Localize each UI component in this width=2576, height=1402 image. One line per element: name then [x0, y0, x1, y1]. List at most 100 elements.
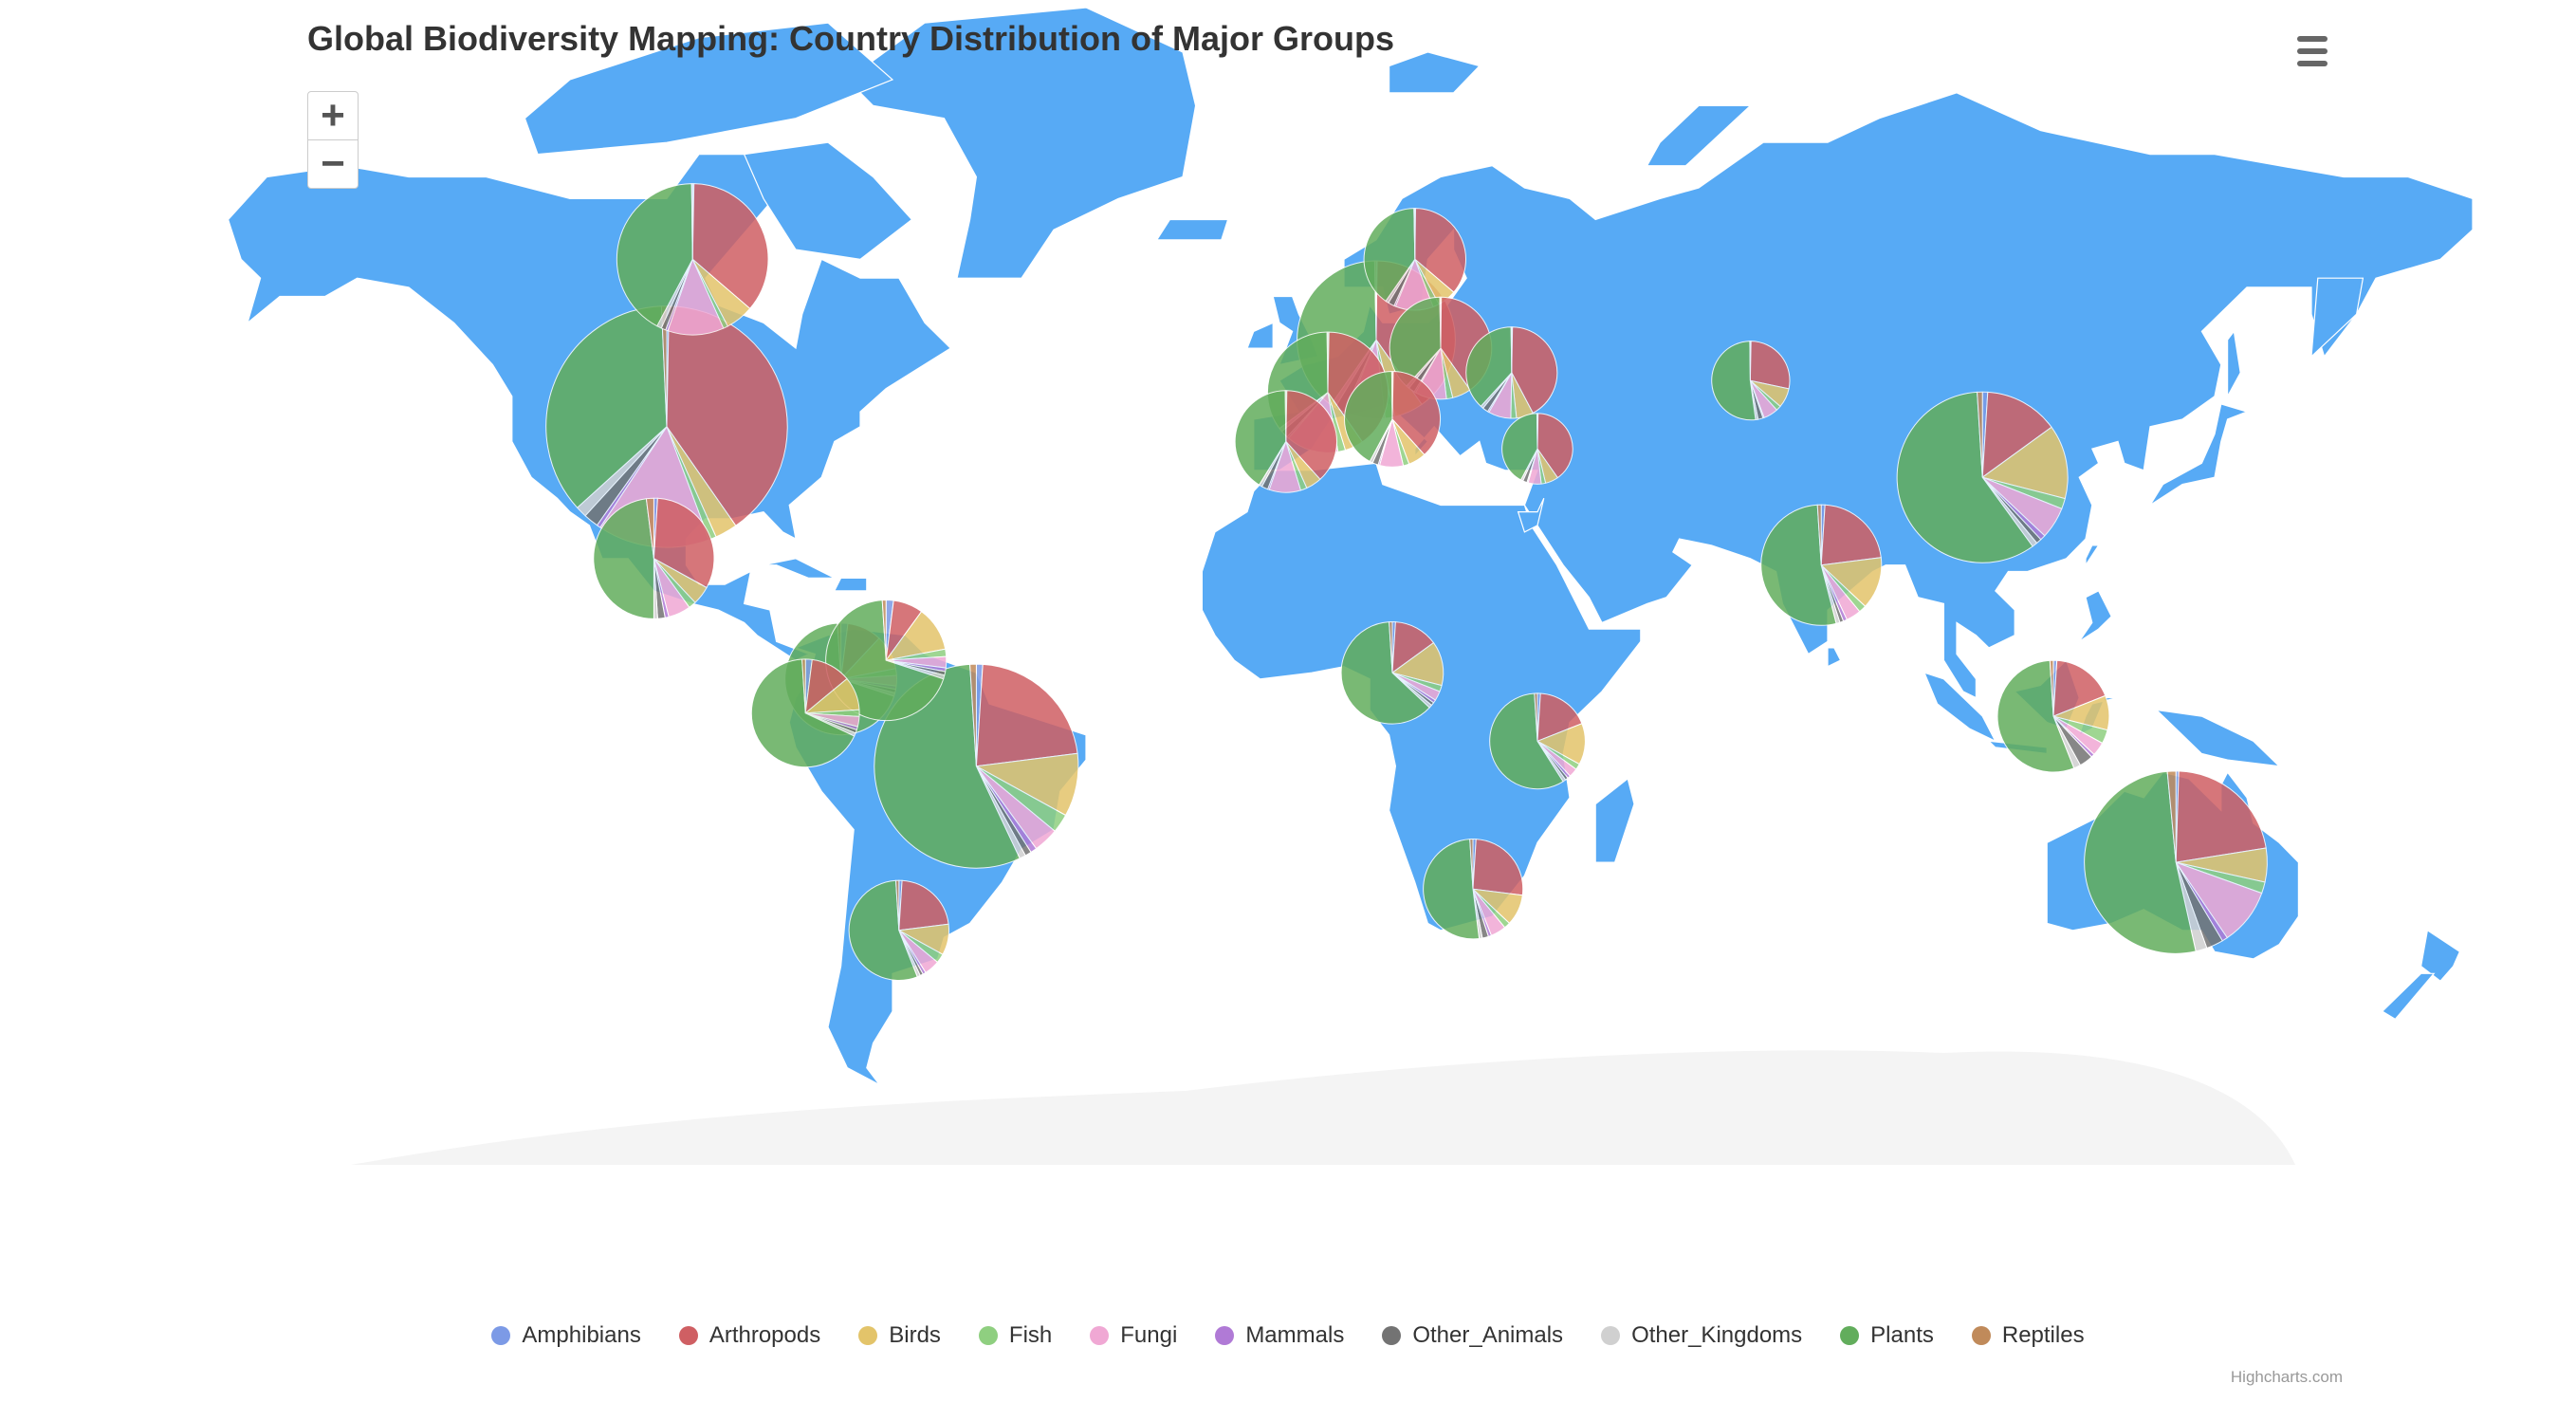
pie-slice-plants[interactable]	[1896, 391, 2033, 563]
pie-ecuador[interactable]	[750, 658, 860, 768]
pie-slice-arthropods[interactable]	[1536, 692, 1583, 743]
zoom-out-button[interactable]: −	[308, 139, 358, 188]
pie-slice-arthropods[interactable]	[1414, 208, 1466, 293]
pie-slice-fungi[interactable]	[667, 257, 725, 336]
pie-slice-reptiles[interactable]	[801, 658, 806, 713]
pie-slice-reptiles[interactable]	[1534, 692, 1538, 742]
land-new-zealand-s[interactable]	[2381, 972, 2436, 1021]
pie-slice-birds[interactable]	[1820, 557, 1883, 607]
legend-item-amphibians[interactable]: Amphibians	[491, 1322, 641, 1349]
land-sakhalin[interactable]	[2227, 329, 2241, 397]
land-baffin[interactable]	[743, 141, 913, 260]
pie-argentina[interactable]	[848, 879, 950, 981]
pie-mexico[interactable]	[593, 497, 715, 619]
pie-slice-plants[interactable]	[1501, 413, 1538, 481]
land-arctic-islands[interactable]	[524, 22, 894, 156]
pie-slice-reptiles[interactable]	[1390, 370, 1393, 420]
pie-slice-reptiles[interactable]	[1749, 341, 1751, 381]
pie-kazakhstan[interactable]	[1711, 341, 1791, 421]
pie-slice-plants[interactable]	[593, 498, 654, 619]
credits-link[interactable]: Highcharts.com	[2230, 1368, 2343, 1386]
hamburger-menu-icon[interactable]	[2293, 34, 2331, 68]
pie-turkey[interactable]	[1501, 413, 1573, 485]
pie-slice-arthropods[interactable]	[975, 663, 1078, 767]
pie-slice-plants[interactable]	[1760, 504, 1837, 626]
pie-slice-plants[interactable]	[750, 658, 856, 768]
pie-venezuela[interactable]	[825, 599, 948, 722]
legend-item-arthropods[interactable]: Arthropods	[678, 1322, 820, 1349]
pie-china[interactable]	[1896, 391, 2069, 563]
pie-slice-plants[interactable]	[1423, 839, 1481, 940]
land-antarctica[interactable]	[351, 1050, 2295, 1165]
land-greenland[interactable]	[846, 7, 1197, 279]
pie-slice-arthropods[interactable]	[653, 497, 715, 589]
land-ireland[interactable]	[1246, 322, 1274, 349]
land-svalbard[interactable]	[1389, 51, 1481, 94]
land-taiwan[interactable]	[2085, 544, 2100, 567]
legend-item-reptiles[interactable]: Reptiles	[1971, 1322, 2085, 1349]
pie-cameroon[interactable]	[1340, 620, 1444, 725]
pie-slice-reptiles[interactable]	[1439, 296, 1442, 349]
land-new-guinea[interactable]	[2155, 709, 2281, 767]
legend-item-plants[interactable]: Plants	[1840, 1322, 1934, 1349]
pie-slice-plants[interactable]	[1711, 341, 1757, 421]
pie-slice-reptiles[interactable]	[645, 497, 654, 559]
pie-slice-reptiles[interactable]	[690, 183, 693, 260]
pie-slice-arthropods[interactable]	[691, 183, 769, 310]
land-philippines[interactable]	[2078, 590, 2112, 642]
pie-australia[interactable]	[2084, 770, 2268, 954]
pie-slice-plants[interactable]	[1465, 326, 1513, 408]
pie-spain[interactable]	[1234, 390, 1337, 493]
pie-indonesia[interactable]	[1996, 659, 2110, 773]
pie-canada[interactable]	[616, 183, 769, 336]
pie-slice-arthropods[interactable]	[1511, 326, 1558, 415]
pie-slice-reptiles[interactable]	[1536, 413, 1538, 450]
pie-slice-plants[interactable]	[1489, 692, 1564, 790]
land-madagascar[interactable]	[1594, 777, 1635, 863]
pie-slice-reptiles[interactable]	[1389, 620, 1393, 673]
land-kamchatka-fill[interactable]	[2310, 277, 2364, 359]
zoom-in-button[interactable]: +	[321, 92, 345, 138]
land-sri-lanka[interactable]	[1827, 647, 1842, 668]
pie-south-africa[interactable]	[1423, 838, 1524, 940]
legend-item-birds[interactable]: Birds	[858, 1322, 941, 1349]
pie-slice-reptiles[interactable]	[1413, 208, 1416, 260]
land-hispaniola[interactable]	[833, 577, 868, 592]
pie-slice-plants[interactable]	[848, 879, 918, 981]
pie-slice-arthropods[interactable]	[898, 879, 949, 932]
pie-slice-reptiles[interactable]	[1510, 326, 1513, 373]
land-arabia-link[interactable]	[1517, 497, 1545, 533]
pie-slice-reptiles[interactable]	[2166, 770, 2177, 863]
legend-item-fish[interactable]: Fish	[978, 1322, 1052, 1349]
pie-slice-reptiles[interactable]	[969, 663, 977, 766]
pie-slice-plants[interactable]	[1340, 621, 1430, 725]
pie-slice-plants[interactable]	[1363, 208, 1416, 303]
pie-slice-plants[interactable]	[616, 183, 693, 327]
pie-italy[interactable]	[1344, 370, 1441, 468]
pie-slice-plants[interactable]	[545, 305, 668, 508]
legend-item-other-kingdoms[interactable]: Other_Kingdoms	[1601, 1322, 1802, 1349]
legend-item-mammals[interactable]: Mammals	[1215, 1322, 1344, 1349]
land-sumatra[interactable]	[1923, 672, 1997, 743]
pie-slice-reptiles[interactable]	[1816, 504, 1822, 565]
pie-slice-arthropods[interactable]	[1981, 391, 2052, 479]
land-japan[interactable]	[2149, 403, 2249, 507]
pie-slice-reptiles[interactable]	[1326, 331, 1329, 393]
pie-slice-arthropods[interactable]	[1536, 413, 1573, 479]
legend-item-fungi[interactable]: Fungi	[1090, 1322, 1177, 1349]
pie-slice-reptiles[interactable]	[1977, 391, 1983, 478]
pie-slice-arthropods[interactable]	[1820, 504, 1882, 566]
pie-slice-birds[interactable]	[1981, 426, 2069, 500]
pie-tanzania[interactable]	[1489, 692, 1586, 790]
land-new-zealand-n[interactable]	[2420, 929, 2461, 983]
pie-ukraine[interactable]	[1465, 326, 1558, 419]
pie-slice-plants[interactable]	[1344, 370, 1393, 463]
pie-slice-reptiles[interactable]	[894, 879, 900, 931]
pie-slice-reptiles[interactable]	[1469, 838, 1474, 890]
pie-slice-arthropods[interactable]	[1472, 839, 1524, 896]
pie-slice-plants[interactable]	[1234, 390, 1287, 486]
land-iceland[interactable]	[1155, 218, 1229, 241]
pie-slice-reptiles[interactable]	[1284, 390, 1287, 442]
land-novaya-zemlya[interactable]	[1646, 104, 1752, 167]
